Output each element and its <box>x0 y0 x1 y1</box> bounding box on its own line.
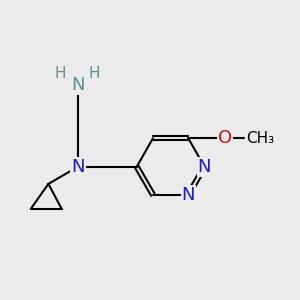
Text: N: N <box>71 76 85 94</box>
Text: N: N <box>71 158 85 176</box>
Text: O: O <box>218 129 232 147</box>
Text: N: N <box>198 158 211 176</box>
Text: CH₃: CH₃ <box>246 131 274 146</box>
Text: N: N <box>182 186 195 204</box>
Text: H: H <box>88 66 100 81</box>
Text: H: H <box>54 66 66 81</box>
